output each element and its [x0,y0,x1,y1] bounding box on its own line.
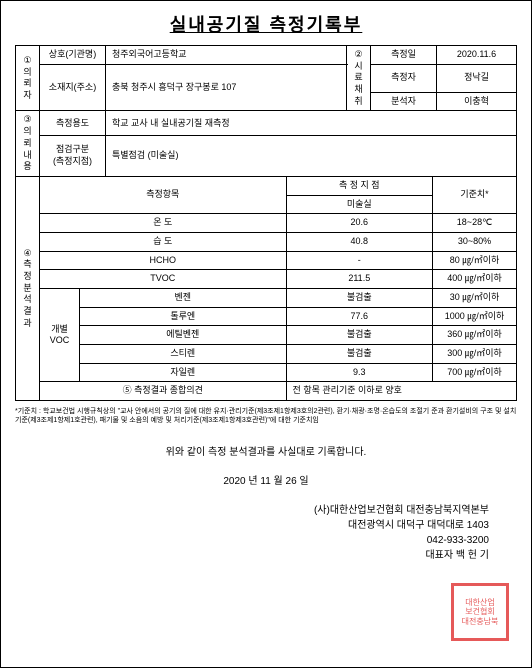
item-value: 40.8 [286,232,432,251]
table-row: 톨루엔 77.6 1000 ㎍/㎡이하 [16,307,517,326]
date-value: 2020.11.6 [437,46,517,65]
point-name: 미술실 [286,195,432,214]
table-row: TVOC 211.5 400 ㎍/㎡이하 [16,270,517,289]
item-criteria: 360 ㎍/㎡이하 [433,326,517,345]
opinion-label: ⑤ 측정결과 종합의견 [40,382,287,401]
sig-line: 대표자 백 헌 기 [15,548,489,563]
results-table: ④ 측 정 분 석 결 과 측정항목 측 정 지 점 기준치* 미술실 온 도 … [15,176,517,401]
item-header: 측정항목 [40,176,287,213]
item-value: 불검출 [286,326,432,345]
criteria-header: 기준치* [433,176,517,213]
table-row: 온 도 20.6 18~28℃ [16,214,517,233]
item-criteria: 400 ㎍/㎡이하 [433,270,517,289]
sig-line: 042-933-3200 [15,533,489,548]
stamp-icon: 대한산업 보건협회 대전충남북 [451,583,509,641]
item-criteria: 18~28℃ [433,214,517,233]
item-criteria: 30~80% [433,232,517,251]
item-criteria: 30 ㎍/㎡이하 [433,289,517,308]
item-value: 77.6 [286,307,432,326]
reqcontent-section: ③ 의뢰 내용 [16,111,40,176]
item-name: 습 도 [40,232,287,251]
item-name: TVOC [40,270,287,289]
results-section: ④ 측 정 분 석 결 과 [16,176,40,400]
addr-value: 충북 청주시 흥덕구 장구봉로 107 [106,64,347,111]
class-value: 특별점검 (미술실) [106,136,517,177]
item-criteria: 300 ㎍/㎡이하 [433,345,517,364]
person-value: 정낙길 [437,64,517,92]
org-label: 상호(기관명) [40,46,106,65]
page-title: 실내공기질 측정기록부 [15,11,517,37]
footer-date: 2020 년 11 월 26 일 [15,472,517,487]
item-name: 에틸벤젠 [80,326,287,345]
item-criteria: 1000 ㎍/㎡이하 [433,307,517,326]
purpose-label: 측정용도 [40,111,106,136]
item-name: 벤젠 [80,289,287,308]
table-row: 개별 VOC 벤젠 불검출 30 ㎍/㎡이하 [16,289,517,308]
item-name: 자일렌 [80,363,287,382]
requester-section: ① 의뢰자 [16,46,40,111]
criteria-note: *기준치 : 학교보건법 시행규칙상의 "교사 안에서의 공기의 질에 대한 유… [15,407,517,425]
table-row: 에틸벤젠 불검출 360 ㎍/㎡이하 [16,326,517,345]
person-label: 측정자 [371,64,437,92]
item-name: 스티렌 [80,345,287,364]
item-value: 9.3 [286,363,432,382]
item-name: HCHO [40,251,287,270]
opinion-value: 전 항목 관리기준 이하로 양호 [286,382,516,401]
header-table: ① 의뢰자 상호(기관명) 청주외국어고등학교 ② 시료 채취 측정일 2020… [15,45,517,177]
stamp-line: 보건협회 [465,607,494,617]
sig-line: 대전광역시 대덕구 대덕대로 1403 [15,518,489,533]
analyst-value: 이충혁 [437,92,517,111]
org-value: 청주외국어고등학교 [106,46,347,65]
sample-section: ② 시료 채취 [347,46,371,111]
table-row: 습 도 40.8 30~80% [16,232,517,251]
point-header: 측 정 지 점 [286,176,432,195]
date-label: 측정일 [371,46,437,65]
table-row: HCHO - 80 ㎍/㎡이하 [16,251,517,270]
footer-statement: 위와 같이 측정 분석결과를 사실대로 기록합니다. [15,443,517,458]
analyst-label: 분석자 [371,92,437,111]
stamp-line: 대한산업 [465,598,494,608]
addr-label: 소재지(주소) [40,64,106,111]
sig-line: (사)대한산업보건협회 대전충남북지역본부 [15,503,489,518]
item-value: 20.6 [286,214,432,233]
table-row: 자일렌 9.3 700 ㎍/㎡이하 [16,363,517,382]
item-value: 불검출 [286,345,432,364]
table-row: 스티렌 불검출 300 ㎍/㎡이하 [16,345,517,364]
item-criteria: 80 ㎍/㎡이하 [433,251,517,270]
item-value: 211.5 [286,270,432,289]
class-label: 점검구분 (측정지점) [40,136,106,177]
item-value: - [286,251,432,270]
signature-block: (사)대한산업보건협회 대전충남북지역본부 대전광역시 대덕구 대덕대로 140… [15,503,517,563]
voc-group: 개별 VOC [40,289,80,382]
stamp-line: 대전충남북 [462,617,499,627]
item-name: 톨루엔 [80,307,287,326]
item-name: 온 도 [40,214,287,233]
item-criteria: 700 ㎍/㎡이하 [433,363,517,382]
purpose-value: 학교 교사 내 실내공기질 재측정 [106,111,517,136]
item-value: 불검출 [286,289,432,308]
